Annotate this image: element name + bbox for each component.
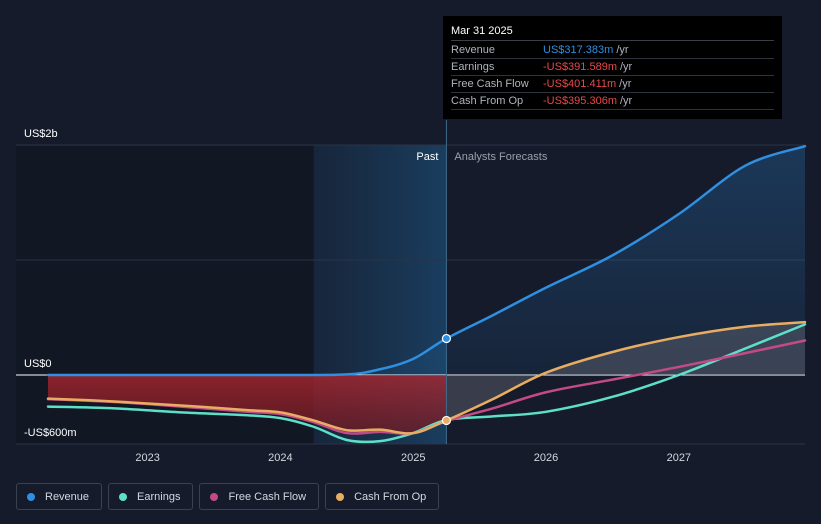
forecast-label: Analysts Forecasts <box>454 151 547 163</box>
tooltip-unit: /yr <box>620 95 633 107</box>
tooltip-row-revenue: Revenue US$317.383m /yr <box>451 42 774 59</box>
tooltip-value: US$317.383m <box>543 44 614 56</box>
legend-item-revenue[interactable]: Revenue <box>16 483 103 510</box>
cash-from-op-dot-icon <box>336 492 345 501</box>
revenue-dot-icon <box>27 492 35 501</box>
marker-cash-from-op <box>441 415 452 426</box>
legend-item-cash-from-op[interactable]: Cash From Op <box>325 483 440 510</box>
y-tick-label: -US$600m <box>24 427 77 439</box>
marker-revenue <box>441 333 452 344</box>
legend-label: Revenue <box>45 490 90 503</box>
tooltip-row-free-cash-flow: Free Cash Flow -US$401.411m /yr <box>451 76 774 93</box>
y-tick-label: US$0 <box>24 358 52 370</box>
x-tick-label: 2027 <box>667 452 691 464</box>
highlight-markers <box>441 333 452 426</box>
revenue-area <box>48 146 805 376</box>
forecast-cash-area <box>446 322 805 421</box>
legend: Revenue Earnings Free Cash Flow Cash Fro… <box>16 483 440 510</box>
tooltip-unit: /yr <box>620 61 633 73</box>
legend-label: Cash From Op <box>354 490 427 503</box>
series-line-earnings <box>46 323 807 444</box>
tooltip-row-earnings: Earnings -US$391.589m /yr <box>451 59 774 76</box>
legend-label: Earnings <box>137 490 181 503</box>
x-axis-labels: 2023 2024 2025 2026 2027 <box>135 452 691 464</box>
legend-label: Free Cash Flow <box>228 490 307 503</box>
tooltip-value: -US$401.411m <box>543 78 617 90</box>
past-label: Past <box>416 151 438 163</box>
free-cash-flow-dot-icon <box>210 492 219 501</box>
legend-item-earnings[interactable]: Earnings <box>108 483 194 510</box>
x-tick-label: 2025 <box>401 452 425 464</box>
tooltip-label: Free Cash Flow <box>451 78 529 90</box>
tooltip-date: Mar 31 2025 <box>451 24 774 41</box>
legend-item-free-cash-flow[interactable]: Free Cash Flow <box>199 483 320 510</box>
tooltip: Mar 31 2025 Revenue US$317.383m /yr Earn… <box>443 16 782 119</box>
tooltip-unit: /yr <box>619 78 632 90</box>
past-negative-area <box>48 375 447 434</box>
earnings-dot-icon <box>119 492 128 501</box>
series-areas <box>48 146 805 434</box>
tooltip-label: Revenue <box>451 44 496 56</box>
x-tick-label: 2026 <box>534 452 558 464</box>
series-line-cash-from-op <box>46 320 807 435</box>
y-axis-labels: US$2b US$0 -US$600m <box>24 128 77 439</box>
tooltip-row-cash-from-op: Cash From Op -US$395.306m /yr <box>451 93 774 110</box>
tooltip-label: Earnings <box>451 61 495 73</box>
tooltip-label: Cash From Op <box>451 95 524 107</box>
y-tick-label: US$2b <box>24 128 58 140</box>
x-tick-label: 2023 <box>135 452 159 464</box>
x-tick-label: 2024 <box>268 452 292 464</box>
line-chart: US$2b US$0 -US$600m 2023 2024 2025 2026 2027 P… <box>16 120 807 464</box>
tooltip-value: -US$395.306m <box>543 95 617 107</box>
tooltip-value: -US$391.589m <box>543 61 617 73</box>
tooltip-unit: /yr <box>616 44 629 56</box>
